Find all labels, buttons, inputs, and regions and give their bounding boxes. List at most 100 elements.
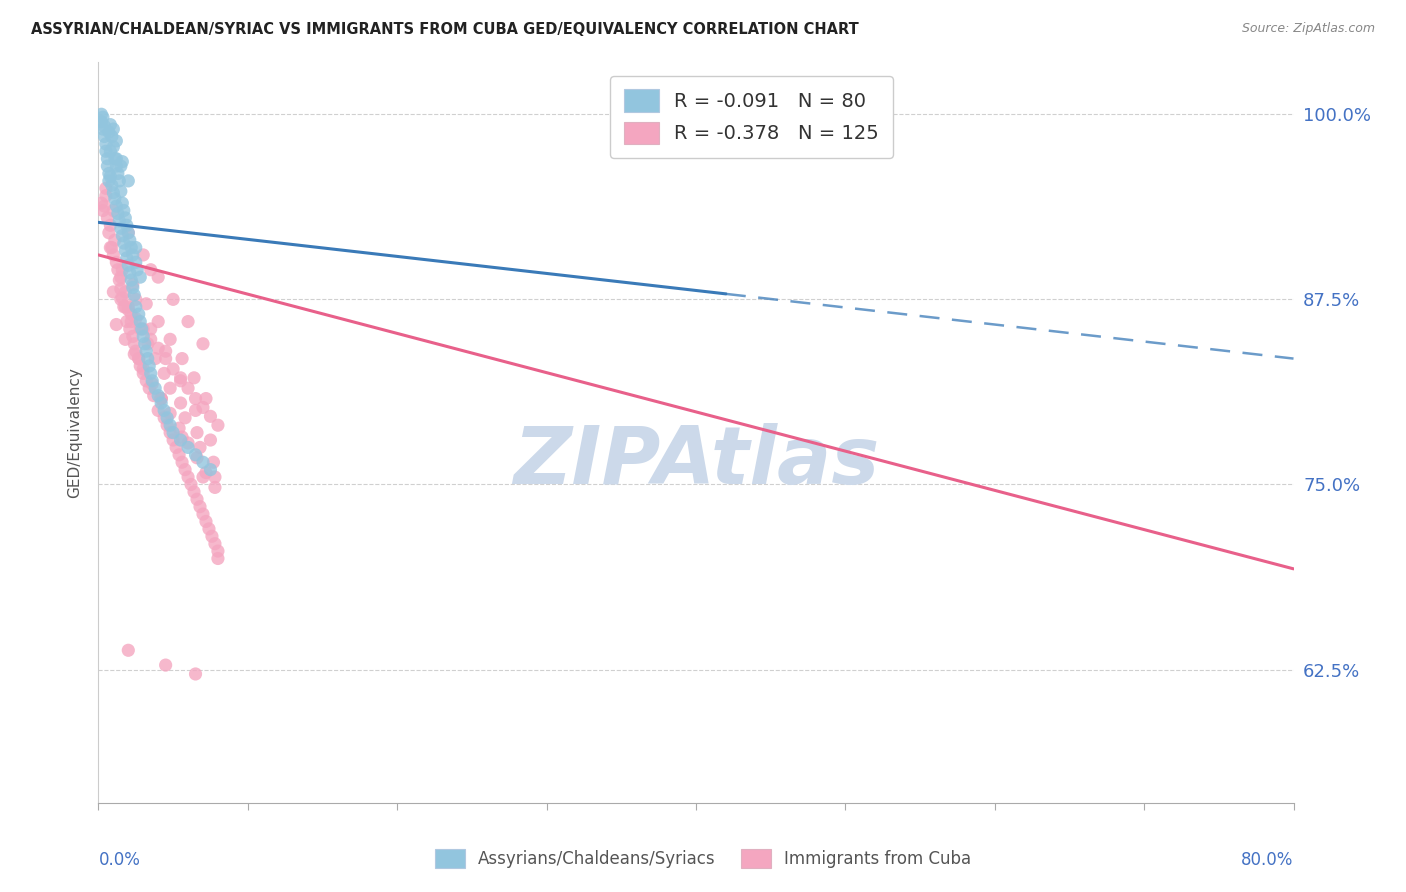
Point: [169, 396, 191, 410]
Point: [128, 351, 150, 366]
Point: [207, 551, 229, 566]
Point: [180, 477, 202, 491]
Point: [148, 314, 170, 328]
Point: [108, 214, 131, 228]
Point: [129, 359, 152, 373]
Point: [177, 441, 200, 455]
Point: [97, 174, 120, 188]
Point: [121, 280, 143, 294]
Point: [120, 314, 142, 328]
Point: [155, 351, 177, 366]
Point: [115, 251, 138, 265]
Point: [117, 226, 139, 240]
Point: [150, 392, 173, 406]
Point: [111, 228, 134, 243]
Point: [110, 293, 132, 307]
Point: [139, 332, 162, 346]
Point: [172, 430, 194, 444]
Point: [125, 255, 148, 269]
Point: [200, 409, 222, 424]
Point: [96, 152, 118, 166]
Point: [111, 196, 134, 211]
Point: [132, 248, 155, 262]
Point: [202, 455, 225, 469]
Point: [195, 515, 218, 529]
Point: [136, 336, 159, 351]
Point: [174, 462, 197, 476]
Point: [141, 374, 163, 388]
Point: [128, 351, 150, 366]
Point: [125, 311, 148, 326]
Point: [94, 181, 117, 195]
Point: [195, 466, 218, 480]
Point: [98, 240, 122, 254]
Legend: Assyrians/Chaldeans/Syriacs, Immigrants from Cuba: Assyrians/Chaldeans/Syriacs, Immigrants …: [427, 842, 979, 875]
Point: [191, 336, 214, 351]
Point: [159, 425, 181, 440]
Point: [200, 462, 222, 476]
Point: [107, 262, 129, 277]
Point: [169, 374, 191, 388]
Point: [132, 329, 155, 343]
Point: [105, 159, 128, 173]
Point: [125, 240, 148, 254]
Point: [135, 374, 157, 388]
Point: [105, 199, 128, 213]
Point: [117, 226, 139, 240]
Point: [165, 441, 187, 455]
Point: [124, 288, 146, 302]
Point: [148, 341, 170, 355]
Point: [120, 307, 142, 321]
Point: [129, 270, 152, 285]
Point: [114, 332, 136, 346]
Point: [115, 314, 138, 328]
Point: [159, 381, 181, 395]
Point: [159, 418, 181, 433]
Point: [98, 169, 122, 184]
Point: [115, 219, 138, 233]
Point: [136, 351, 159, 366]
Point: [125, 344, 148, 359]
Point: [104, 152, 127, 166]
Point: [103, 203, 125, 218]
Point: [127, 262, 149, 277]
Point: [93, 199, 115, 213]
Point: [167, 421, 190, 435]
Text: ZIPAtlas: ZIPAtlas: [513, 423, 879, 501]
Point: [132, 322, 155, 336]
Point: [107, 166, 129, 180]
Point: [184, 448, 207, 462]
Point: [118, 233, 141, 247]
Point: [148, 389, 170, 403]
Point: [110, 221, 132, 235]
Point: [110, 159, 132, 173]
Point: [124, 336, 146, 351]
Point: [139, 322, 162, 336]
Point: [139, 262, 162, 277]
Point: [97, 125, 120, 139]
Point: [121, 277, 143, 292]
Point: [125, 293, 148, 307]
Point: [174, 410, 197, 425]
Point: [153, 367, 176, 381]
Point: [186, 492, 208, 507]
Point: [191, 455, 214, 469]
Point: [207, 544, 229, 558]
Point: [104, 233, 127, 247]
Y-axis label: GED/Equivalency: GED/Equivalency: [67, 368, 83, 498]
Point: [114, 300, 136, 314]
Point: [156, 410, 179, 425]
Point: [132, 367, 155, 381]
Point: [114, 211, 136, 225]
Point: [104, 192, 127, 206]
Point: [148, 270, 170, 285]
Point: [90, 107, 112, 121]
Point: [107, 206, 129, 220]
Text: 80.0%: 80.0%: [1241, 851, 1294, 869]
Point: [91, 122, 114, 136]
Point: [111, 291, 134, 305]
Point: [101, 240, 124, 254]
Point: [138, 381, 160, 395]
Point: [186, 425, 208, 440]
Point: [103, 140, 125, 154]
